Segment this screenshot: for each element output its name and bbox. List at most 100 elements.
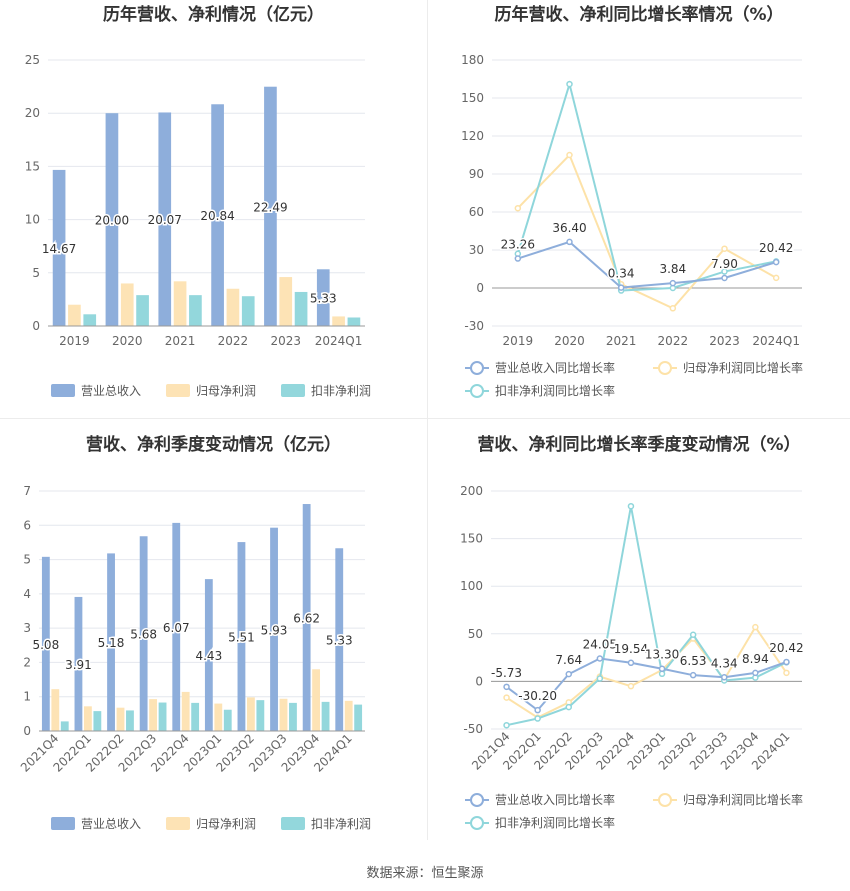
series-line	[516, 80, 777, 292]
data-point	[503, 683, 510, 691]
bar	[335, 548, 344, 731]
data-point	[503, 721, 510, 729]
legend-label: 扣非净利润	[311, 817, 371, 831]
data-label: 3.91	[65, 658, 92, 672]
bar	[241, 296, 255, 326]
legend-marker	[658, 361, 672, 375]
chart-title: 营收、净利季度变动情况（亿元）	[86, 434, 341, 455]
data-label: 5.18	[98, 636, 125, 650]
data-point	[566, 151, 573, 159]
bar	[332, 316, 345, 326]
legend-swatch	[166, 384, 190, 397]
bar	[237, 542, 246, 731]
data-point	[566, 80, 573, 88]
legend-swatch	[51, 817, 75, 830]
y-tick-label: 30	[469, 243, 484, 257]
x-tick-label: 2021	[165, 334, 196, 348]
x-tick-label: 2020	[112, 334, 143, 348]
data-label: 5.68	[130, 628, 157, 642]
data-label: 19.54	[614, 642, 648, 656]
y-tick-label: 3	[23, 621, 31, 635]
bar	[51, 689, 60, 731]
x-tick-label: 2023	[709, 334, 740, 348]
y-tick-label: 7	[23, 484, 31, 498]
y-tick-label: 10	[25, 213, 40, 227]
legend-swatch	[281, 817, 305, 830]
data-point	[772, 258, 780, 266]
y-tick-label: 120	[461, 129, 484, 143]
data-label: 24.05	[583, 638, 617, 652]
data-point	[534, 706, 541, 714]
y-tick-label: -50	[463, 722, 483, 736]
data-point	[658, 670, 666, 678]
series-line	[517, 153, 777, 310]
bar	[204, 579, 213, 731]
series-line	[517, 240, 777, 289]
horizontal-divider	[0, 418, 850, 419]
data-point	[514, 255, 522, 262]
data-label: 6.07	[163, 621, 190, 635]
bar	[347, 317, 361, 326]
data-point	[689, 631, 697, 639]
data-label: 7.90	[711, 257, 738, 271]
data-point	[721, 674, 728, 681]
x-tick-label: 2019	[503, 334, 534, 348]
data-label: 20.42	[759, 241, 793, 255]
legend-marker	[470, 384, 484, 398]
bar	[149, 699, 158, 731]
data-point	[669, 279, 677, 287]
legend-label: 营业总收入	[81, 384, 141, 398]
y-tick-label: 90	[469, 167, 484, 181]
data-point	[596, 675, 604, 682]
data-point	[627, 659, 635, 667]
legend-swatch	[51, 384, 75, 397]
bar	[189, 295, 202, 326]
data-point	[514, 204, 522, 212]
data-label: 20.84	[200, 209, 234, 223]
bar	[256, 700, 265, 731]
data-label: 7.64	[555, 653, 582, 667]
bar	[316, 269, 330, 326]
y-tick-label: 0	[476, 281, 484, 295]
bar	[74, 596, 83, 731]
bar	[270, 527, 278, 731]
x-tick-label: 2022	[218, 334, 249, 348]
x-tick-label: 2020	[554, 334, 585, 348]
data-label: 5.33	[310, 292, 337, 306]
data-label: -5.73	[491, 666, 522, 680]
x-tick-label: 2022	[658, 334, 689, 348]
bar	[116, 707, 125, 731]
data-point	[721, 268, 728, 275]
data-point	[565, 670, 572, 678]
bar	[344, 700, 353, 731]
bar	[226, 288, 240, 326]
y-tick-label: 25	[25, 53, 40, 67]
data-label: 4.43	[195, 649, 222, 663]
data-point	[566, 238, 573, 246]
bar	[93, 711, 102, 731]
legend-label: 扣非净利润同比增长率	[495, 815, 615, 830]
data-label: 20.07	[148, 213, 182, 227]
data-label: 0.34	[608, 267, 635, 281]
bar	[83, 314, 97, 326]
series-line	[506, 625, 788, 719]
bar	[211, 104, 224, 327]
data-label: 22.49	[253, 200, 287, 214]
data-label: 36.40	[552, 221, 586, 235]
y-tick-label: 4	[23, 587, 31, 601]
legend-marker	[658, 793, 672, 807]
y-tick-label: 15	[25, 159, 40, 173]
data-point	[627, 502, 635, 510]
chart-title: 营收、净利同比增长率季度变动情况（%）	[477, 434, 800, 455]
y-tick-label: 180	[461, 53, 484, 67]
chart-title: 历年营收、净利情况（亿元）	[103, 4, 324, 25]
y-tick-label: 150	[460, 532, 483, 546]
bar	[60, 721, 69, 731]
bar	[191, 702, 200, 731]
data-label: 6.53	[680, 654, 707, 668]
bar	[246, 697, 255, 731]
y-tick-label: 6	[23, 518, 31, 532]
legend-label: 扣非净利润同比增长率	[495, 383, 615, 398]
data-label: 3.84	[659, 262, 686, 276]
bar	[312, 669, 321, 731]
